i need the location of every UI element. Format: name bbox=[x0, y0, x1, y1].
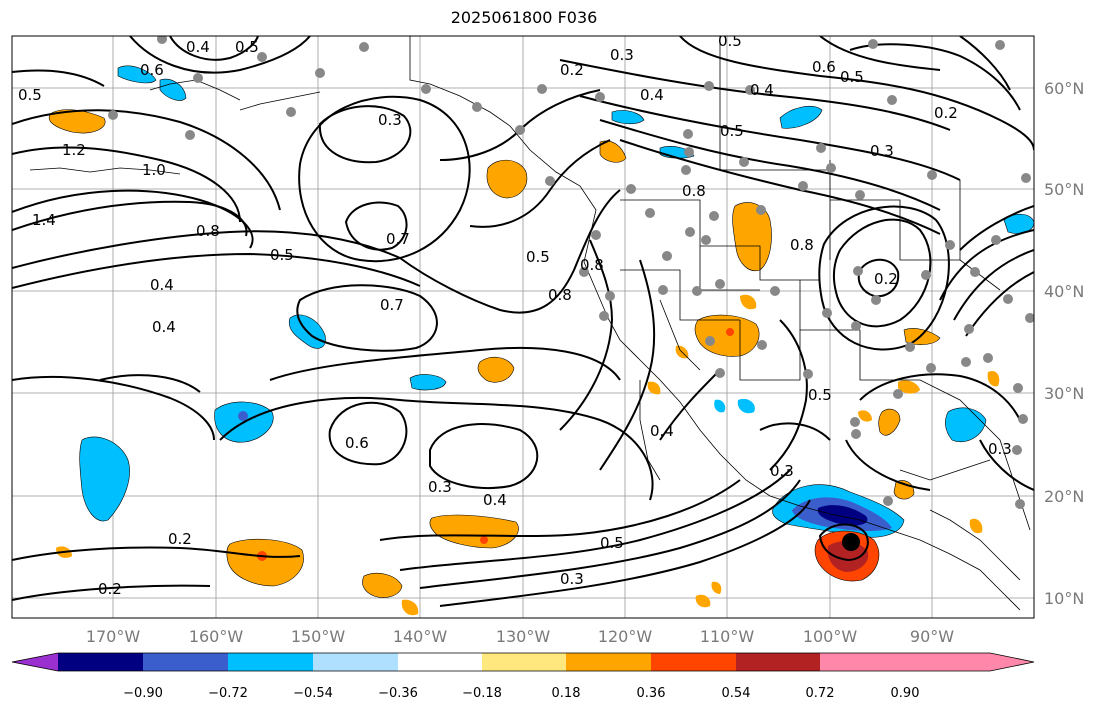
contour-label: 0.8 bbox=[790, 236, 814, 254]
contour-label: 0.7 bbox=[380, 296, 404, 314]
contour-label: 1.0 bbox=[142, 161, 166, 179]
contour-label: 0.5 bbox=[18, 86, 42, 104]
contour-label: 0.8 bbox=[548, 286, 572, 304]
colorbar-segment bbox=[482, 653, 566, 671]
contour-label: 0.2 bbox=[168, 530, 192, 548]
lat-label: 40°N bbox=[1044, 282, 1084, 301]
contour-label: 0.4 bbox=[640, 86, 664, 104]
contour-label: 0.3 bbox=[610, 46, 634, 64]
lon-label: 160°W bbox=[189, 627, 244, 646]
station-dots bbox=[108, 36, 1034, 509]
coastlines bbox=[29, 36, 1031, 611]
colorbar-tick: −0.54 bbox=[293, 686, 333, 701]
lon-label: 90°W bbox=[910, 627, 954, 646]
contour-label: 0.3 bbox=[560, 570, 584, 588]
colorbar-extend-right bbox=[905, 653, 1034, 671]
colorbar-tick: 0.54 bbox=[722, 686, 751, 701]
colorbar-tick: 0.72 bbox=[806, 686, 835, 701]
contour-label: 0.6 bbox=[140, 61, 164, 79]
contour-label: 0.3 bbox=[770, 462, 794, 480]
contour-label: 0.5 bbox=[600, 534, 624, 552]
colorbar-segment bbox=[313, 653, 398, 671]
lat-label: 60°N bbox=[1044, 79, 1084, 98]
colorbar-tick: 0.36 bbox=[637, 686, 666, 701]
contour-label: 0.2 bbox=[934, 104, 958, 122]
contour-label: 0.3 bbox=[870, 142, 894, 160]
contour-label: 1.4 bbox=[32, 211, 56, 229]
contour-label: 0.4 bbox=[152, 318, 176, 336]
contour-labels: 0.4 0.5 0.6 0.5 0.2 0.3 0.5 0.6 0.5 0.4 … bbox=[18, 32, 1012, 598]
colorbar-segment bbox=[398, 653, 482, 671]
colorbar-segment bbox=[58, 653, 143, 671]
contour-label: 0.2 bbox=[98, 580, 122, 598]
contour-label: 0.5 bbox=[840, 68, 864, 86]
contour-label: 0.4 bbox=[150, 276, 174, 294]
lon-label: 170°W bbox=[86, 627, 141, 646]
colorbar-tick: −0.72 bbox=[208, 686, 248, 701]
contour-label: 0.5 bbox=[235, 38, 259, 56]
contour-label: 0.5 bbox=[718, 32, 742, 50]
contour-label: 0.8 bbox=[580, 256, 604, 274]
lon-label: 130°W bbox=[496, 627, 551, 646]
colorbar-tick: −0.36 bbox=[378, 686, 418, 701]
contour-label: 0.5 bbox=[270, 246, 294, 264]
contour-label: 0.2 bbox=[874, 270, 898, 288]
lat-label: 30°N bbox=[1044, 384, 1084, 403]
lat-label: 10°N bbox=[1044, 589, 1084, 608]
contour-label: 0.6 bbox=[812, 58, 836, 76]
colorbar-extend-left bbox=[12, 653, 58, 671]
contour-label: 0.4 bbox=[186, 38, 210, 56]
plot-frame bbox=[11, 35, 1035, 619]
contour-label: 0.5 bbox=[526, 248, 550, 266]
contour-label: 0.2 bbox=[560, 61, 584, 79]
lon-label: 110°W bbox=[700, 627, 755, 646]
contour-label: 0.7 bbox=[386, 230, 410, 248]
storm-center-marker bbox=[842, 533, 860, 551]
lon-label: 150°W bbox=[291, 627, 346, 646]
colorbar-segment bbox=[820, 653, 905, 671]
colorbar: −0.90 −0.72 −0.54 −0.36 −0.18 0.18 0.36 … bbox=[11, 652, 1035, 701]
colorbar-segment bbox=[143, 653, 228, 671]
latitude-labels: 60°N 50°N 40°N 30°N 20°N 10°N bbox=[1044, 79, 1084, 608]
longitude-labels: 170°W 160°W 150°W 140°W 130°W 120°W 110°… bbox=[86, 627, 954, 646]
contour-label: 0.5 bbox=[808, 386, 832, 404]
contour-label: 1.2 bbox=[62, 141, 86, 159]
contour-label: 0.4 bbox=[650, 422, 674, 440]
lat-label: 20°N bbox=[1044, 487, 1084, 506]
contour-label: 0.4 bbox=[750, 81, 774, 99]
colorbar-segment bbox=[651, 653, 736, 671]
colorbar-tick: −0.90 bbox=[123, 686, 163, 701]
contour-label: 0.4 bbox=[483, 491, 507, 509]
contour-label: 0.8 bbox=[196, 222, 220, 240]
contour-label: 0.3 bbox=[428, 478, 452, 496]
colorbar-tick: 0.18 bbox=[552, 686, 581, 701]
colorbar-tick: −0.18 bbox=[462, 686, 502, 701]
map-title: 2025061800 F036 bbox=[450, 8, 598, 27]
colorbar-segment bbox=[736, 653, 820, 671]
contour-label: 0.3 bbox=[378, 111, 402, 129]
contour-label: 0.6 bbox=[345, 434, 369, 452]
lon-label: 100°W bbox=[803, 627, 858, 646]
contour-label: 0.3 bbox=[988, 440, 1012, 458]
lon-label: 140°W bbox=[393, 627, 448, 646]
colorbar-segment bbox=[228, 653, 313, 671]
lat-label: 50°N bbox=[1044, 180, 1084, 199]
lon-label: 120°W bbox=[598, 627, 653, 646]
contour-label: 0.5 bbox=[720, 122, 744, 140]
colorbar-tick: 0.90 bbox=[891, 686, 920, 701]
colorbar-segment bbox=[566, 653, 651, 671]
contour-label: 0.8 bbox=[682, 182, 706, 200]
